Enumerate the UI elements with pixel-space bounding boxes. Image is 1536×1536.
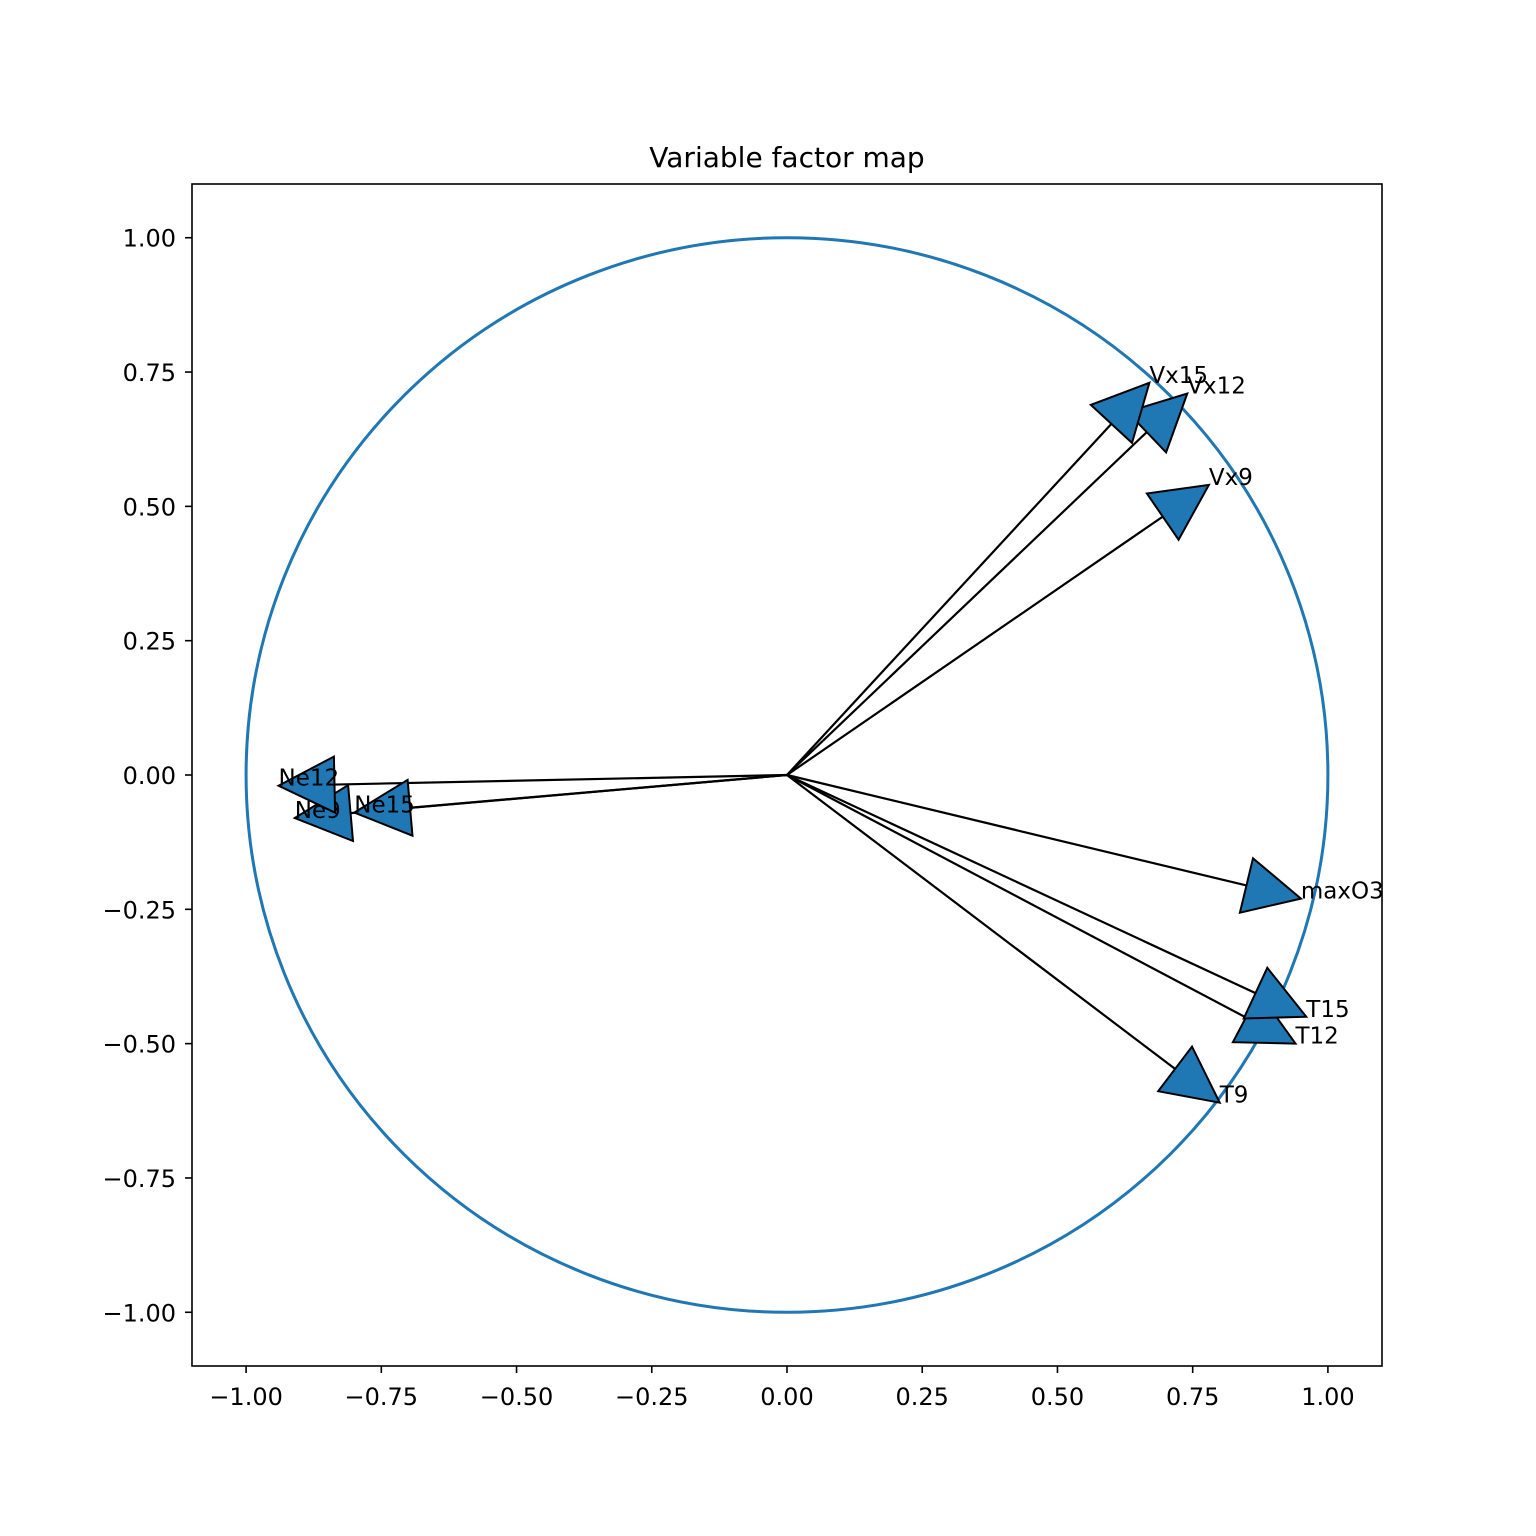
arrow-head-T15 <box>1242 965 1309 1020</box>
y-tick-label: −1.00 <box>102 1299 176 1327</box>
x-tick-label: 1.00 <box>1301 1383 1354 1411</box>
variable-label-maxO3: maxO3 <box>1301 879 1384 905</box>
arrow-Ne12 <box>276 754 788 815</box>
arrow-head-Vx15 <box>1088 381 1151 445</box>
y-tick-label: 1.00 <box>123 225 176 253</box>
arrow-T15 <box>786 774 1309 1020</box>
y-tick-label: −0.75 <box>102 1165 176 1193</box>
arrow-maxO3 <box>786 773 1304 915</box>
x-tick-label: 0.00 <box>760 1383 813 1411</box>
arrow-shaft-Ne12 <box>334 773 788 786</box>
arrow-Vx9 <box>786 483 1211 776</box>
arrow-Vx15 <box>786 381 1151 776</box>
arrow-shaft-T9 <box>786 774 1176 1070</box>
arrow-shaft-Vx9 <box>786 515 1164 776</box>
variable-label-T12: T12 <box>1294 1024 1338 1050</box>
arrow-shaft-T15 <box>786 774 1256 995</box>
variable-label-Ne15: Ne15 <box>354 793 415 819</box>
variable-label-T15: T15 <box>1305 997 1349 1023</box>
arrow-shaft-Ne15 <box>409 773 788 809</box>
arrow-head-T9 <box>1156 1044 1222 1105</box>
unit-circle <box>244 236 1330 1314</box>
x-tick-label: −0.25 <box>615 1383 689 1411</box>
arrow-head-maxO3 <box>1238 856 1304 915</box>
arrow-shaft-Vx15 <box>786 423 1113 776</box>
variable-label-Vx12: Vx12 <box>1187 374 1246 400</box>
y-tick-label: −0.25 <box>102 896 176 924</box>
x-tick-label: −0.75 <box>345 1383 419 1411</box>
variable-label-Ne12: Ne12 <box>279 766 340 792</box>
arrow-head-Ne15 <box>352 778 414 838</box>
arrow-shaft-T12 <box>786 774 1247 1019</box>
variable-label-T9: T9 <box>1219 1083 1249 1109</box>
y-tick-label: 0.25 <box>123 628 176 656</box>
x-tick-label: −0.50 <box>480 1383 554 1411</box>
arrow-shaft-Vx12 <box>786 431 1148 776</box>
x-tick-label: 0.75 <box>1166 1383 1219 1411</box>
arrow-T9 <box>786 774 1222 1105</box>
variable-label-Vx15: Vx15 <box>1149 363 1208 389</box>
x-tick-label: 0.25 <box>896 1383 949 1411</box>
arrow-head-Vx9 <box>1145 483 1211 542</box>
y-tick-label: 0.50 <box>123 493 176 521</box>
arrow-head-Ne12 <box>276 754 337 815</box>
y-tick-label: 0.00 <box>123 762 176 790</box>
axes: −1.00 −0.75 −0.50 −0.25 0.00 0.25 0.50 0.75 1.00… <box>102 183 1383 1411</box>
arrow-Ne15 <box>352 773 788 838</box>
chart-title: Variable factor map <box>649 141 924 174</box>
x-tick-label: 0.50 <box>1031 1383 1084 1411</box>
y-tick-label: 0.75 <box>123 359 176 387</box>
y-tick-label: −0.50 <box>102 1031 176 1059</box>
variable-label-Vx9: Vx9 <box>1209 465 1253 491</box>
x-tick-label: −1.00 <box>209 1383 283 1411</box>
arrow-shaft-maxO3 <box>786 773 1247 887</box>
